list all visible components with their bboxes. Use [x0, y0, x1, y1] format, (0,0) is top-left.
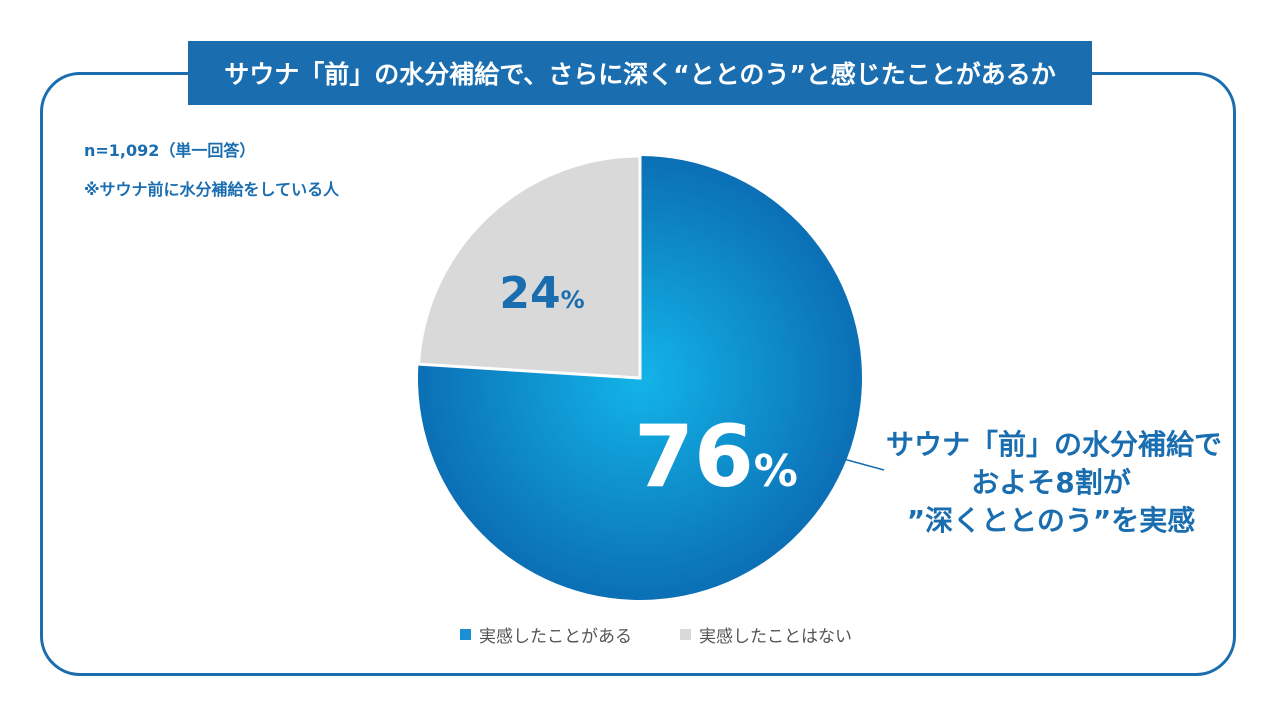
- legend-item-experienced: 実感したことがある: [460, 622, 632, 647]
- chart-title: サウナ「前」の水分補給で、さらに深く“ととのう”と感じたことがあるか: [188, 41, 1092, 105]
- callout-line-1: サウナ「前」の水分補給で: [886, 428, 1223, 461]
- slice-label-experienced: 76%: [634, 407, 798, 507]
- legend-label-experienced: 実感したことがある: [479, 627, 632, 647]
- slice-label-not-experienced: 24%: [499, 268, 584, 319]
- legend-item-not-experienced: 実感したことはない: [680, 622, 852, 647]
- pie-slice-not-experienced: [416, 154, 642, 380]
- legend-label-not-experienced: 実感したことはない: [699, 627, 852, 647]
- callout-line-2: およそ8割が: [971, 466, 1131, 499]
- legend-swatch-experienced: [460, 629, 471, 640]
- sample-size-note: n=1,092（単一回答）: [84, 141, 256, 160]
- callout-line-3: ”深くととのう”を実感: [906, 504, 1196, 537]
- slice-label-not-experienced-unit: %: [561, 286, 585, 314]
- callout-annotation: サウナ「前」の水分補給で およそ8割が ”深くととのう”を実感: [886, 426, 1223, 540]
- slice-label-not-experienced-value: 24: [499, 268, 560, 319]
- slice-label-experienced-value: 76: [634, 407, 754, 507]
- scope-note: ※サウナ前に水分補給をしている人: [84, 180, 340, 199]
- legend: 実感したことがある 実感したことはない: [460, 622, 900, 647]
- slice-label-experienced-unit: %: [754, 446, 798, 497]
- legend-swatch-not-experienced: [680, 629, 691, 640]
- callout-leader-line: [817, 451, 885, 471]
